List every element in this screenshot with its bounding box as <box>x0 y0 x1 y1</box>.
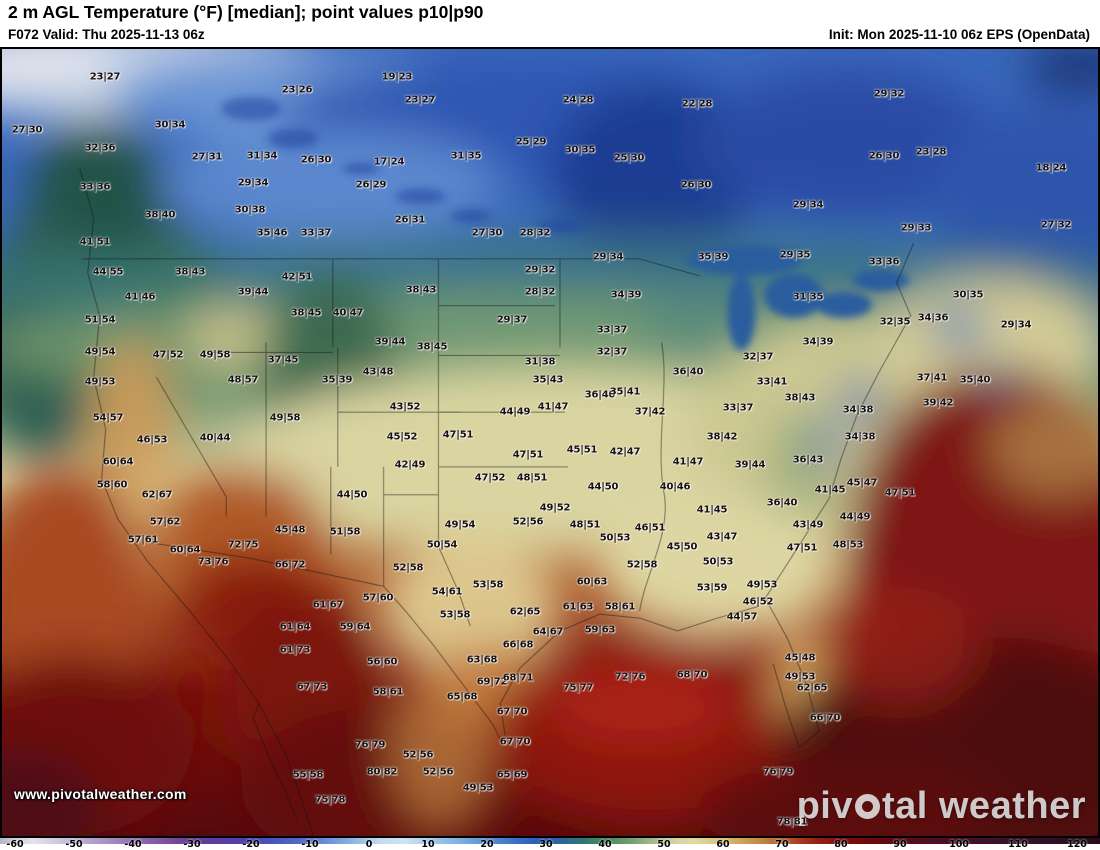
logo-text-left: piv <box>796 785 853 827</box>
temperature-field <box>2 49 1098 836</box>
logo-text-right: tal weather <box>881 785 1086 827</box>
colorbar-tick-label: -50 <box>65 839 83 850</box>
colorbar-tick-label: 110 <box>1008 839 1028 850</box>
colorbar-tick-label: 90 <box>893 839 907 850</box>
colorbar-tick-label: -20 <box>242 839 260 850</box>
colorbar-tick-label: 20 <box>480 839 494 850</box>
colorbar-tick-label: -30 <box>183 839 201 850</box>
page-title: 2 m AGL Temperature (°F) [median]; point… <box>8 2 484 22</box>
valid-time-label: F072 Valid: Thu 2025-11-13 06z <box>8 27 205 42</box>
colorbar-tick-label: 40 <box>598 839 612 850</box>
colorbar-tick-label: -10 <box>301 839 319 850</box>
map-border-lines <box>79 168 915 836</box>
colorbar-tick-label: 70 <box>775 839 789 850</box>
colorbar-tick-label: 10 <box>421 839 435 850</box>
colorbar-tick-label: 50 <box>657 839 671 850</box>
init-time-label: Init: Mon 2025-11-10 06z EPS (OpenData) <box>828 27 1090 42</box>
colorbar-tick-label: 80 <box>834 839 848 850</box>
colorbar-tick-label: 60 <box>716 839 730 850</box>
logo-o-icon <box>854 794 880 819</box>
colorbar-tick-label: -40 <box>124 839 142 850</box>
temperature-map: www.pivotalweather.com piv tal weather <box>0 47 1100 838</box>
watermark: www.pivotalweather.com <box>14 786 187 802</box>
colorbar-tick-label: 0 <box>365 839 373 850</box>
colorbar-ticks: -60 -50 -40 -30 -20 -10 0 10 20 30 40 50 60 70 80 90 100… <box>0 838 1100 850</box>
colorbar-tick-label: 100 <box>949 839 969 850</box>
colorbar-tick-label: -60 <box>6 839 24 850</box>
colorbar-gradient <box>0 838 1100 844</box>
colorbar-tick-label: 120 <box>1067 839 1087 850</box>
colorbar: -60 -50 -40 -30 -20 -10 0 10 20 30 40 50 60 70 80 90 100… <box>0 838 1100 850</box>
colorbar-tick-label: 30 <box>539 839 553 850</box>
pivotal-weather-logo: piv tal weather <box>797 785 1086 828</box>
